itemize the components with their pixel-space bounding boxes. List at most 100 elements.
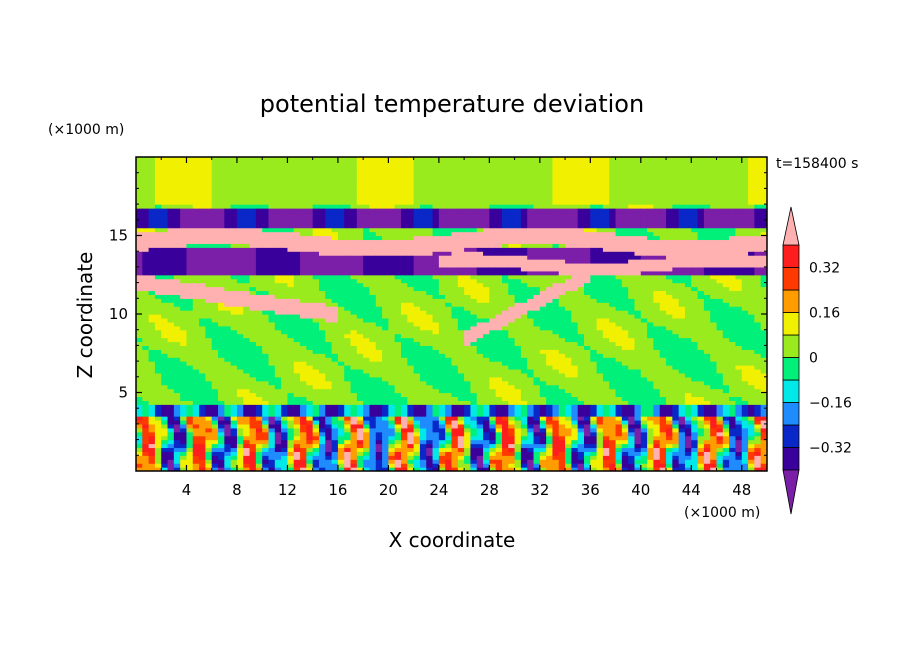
heatmap-cell — [142, 396, 150, 401]
heatmap-cell — [192, 298, 200, 303]
heatmap-cell — [445, 349, 453, 354]
heatmap-cell — [375, 188, 383, 193]
heatmap-cell — [262, 325, 270, 331]
heatmap-cell — [161, 341, 169, 346]
heatmap-cell — [495, 459, 503, 464]
heatmap-cell — [375, 345, 383, 350]
heatmap-cell — [142, 314, 150, 319]
heatmap-cell — [483, 435, 490, 441]
heatmap-cell — [520, 274, 528, 280]
heatmap-cell — [167, 223, 175, 229]
heatmap-cell — [142, 341, 150, 346]
heatmap-cell — [520, 459, 528, 464]
heatmap-cell — [249, 439, 257, 445]
heatmap-cell — [413, 455, 421, 460]
heatmap-cell — [312, 427, 320, 433]
heatmap-cell — [445, 357, 453, 362]
heatmap-cell — [236, 239, 244, 244]
heatmap-cell — [432, 219, 440, 225]
heatmap-cell — [483, 172, 490, 178]
heatmap-cell — [312, 188, 320, 193]
heatmap-cell — [363, 227, 371, 233]
heatmap-cell — [255, 310, 263, 315]
heatmap-cell — [514, 298, 522, 303]
heatmap-cell — [382, 341, 389, 346]
heatmap-cell — [363, 400, 371, 405]
heatmap-cell — [520, 384, 528, 390]
heatmap-cell — [350, 392, 358, 398]
heatmap-cell — [508, 259, 516, 264]
heatmap-cell — [249, 396, 257, 401]
heatmap-cell — [476, 392, 484, 398]
heatmap-cell — [331, 384, 339, 390]
heatmap-cell — [331, 278, 339, 284]
heatmap-cell — [495, 435, 503, 441]
heatmap-cell — [173, 282, 181, 288]
heatmap-cell — [344, 357, 352, 362]
heatmap-cell — [255, 423, 263, 429]
heatmap-cell — [199, 200, 207, 205]
heatmap-cell — [312, 310, 320, 315]
heatmap-cell — [224, 384, 232, 390]
heatmap-cell — [451, 376, 459, 382]
heatmap-cell — [464, 286, 472, 292]
heatmap-cell — [211, 278, 219, 284]
heatmap-cell — [167, 365, 175, 370]
heatmap-cell — [318, 192, 326, 197]
heatmap-cell — [287, 333, 295, 339]
heatmap-cell — [382, 333, 389, 339]
heatmap-cell — [281, 278, 289, 284]
heatmap-cell — [457, 168, 465, 174]
heatmap-cell — [287, 408, 295, 413]
heatmap-cell — [199, 192, 207, 197]
heatmap-cell — [287, 160, 295, 166]
heatmap-cell — [306, 180, 314, 186]
heatmap-cell — [161, 353, 169, 358]
heatmap-cell — [287, 286, 295, 292]
heatmap-cell — [407, 443, 415, 449]
heatmap-cell — [464, 361, 472, 366]
heatmap-cell — [325, 400, 333, 405]
heatmap-cell — [306, 463, 314, 468]
heatmap-cell — [407, 467, 415, 471]
heatmap-cell — [274, 408, 282, 413]
heatmap-cell — [470, 439, 478, 445]
heatmap-cell — [451, 160, 459, 166]
heatmap-cell — [318, 372, 326, 378]
heatmap-cell — [476, 255, 484, 260]
heatmap-cell — [167, 188, 175, 193]
heatmap-cell — [438, 188, 446, 193]
heatmap-cell — [520, 294, 528, 299]
heatmap-cell — [318, 247, 326, 252]
heatmap-cell — [180, 349, 188, 354]
heatmap-cell — [457, 325, 465, 331]
heatmap-cell — [199, 376, 207, 382]
heatmap-cell — [230, 243, 238, 248]
heatmap-cell — [312, 392, 320, 398]
heatmap-cell — [192, 321, 200, 327]
heatmap-cell — [464, 325, 472, 331]
heatmap-cell — [476, 184, 484, 189]
heatmap-cell — [470, 443, 478, 449]
heatmap-cell — [161, 239, 169, 244]
heatmap-cell — [300, 357, 307, 362]
heatmap-cell — [419, 467, 427, 471]
heatmap-cell — [337, 286, 345, 292]
heatmap-cell — [457, 333, 465, 339]
heatmap-cell — [489, 455, 497, 460]
heatmap-cell — [394, 176, 402, 182]
heatmap-cell — [136, 372, 143, 378]
heatmap-cell — [230, 255, 238, 260]
heatmap-cell — [236, 372, 244, 378]
heatmap-cell — [401, 341, 408, 346]
heatmap-cell — [457, 314, 465, 319]
heatmap-cell — [154, 219, 162, 225]
heatmap-cell — [407, 400, 415, 405]
heatmap-cell — [363, 427, 371, 433]
heatmap-cell — [148, 164, 156, 170]
heatmap-cell — [136, 235, 143, 241]
heatmap-cell — [369, 270, 377, 276]
heatmap-cell — [161, 180, 169, 186]
heatmap-cell — [337, 235, 345, 241]
heatmap-cell — [154, 278, 162, 284]
